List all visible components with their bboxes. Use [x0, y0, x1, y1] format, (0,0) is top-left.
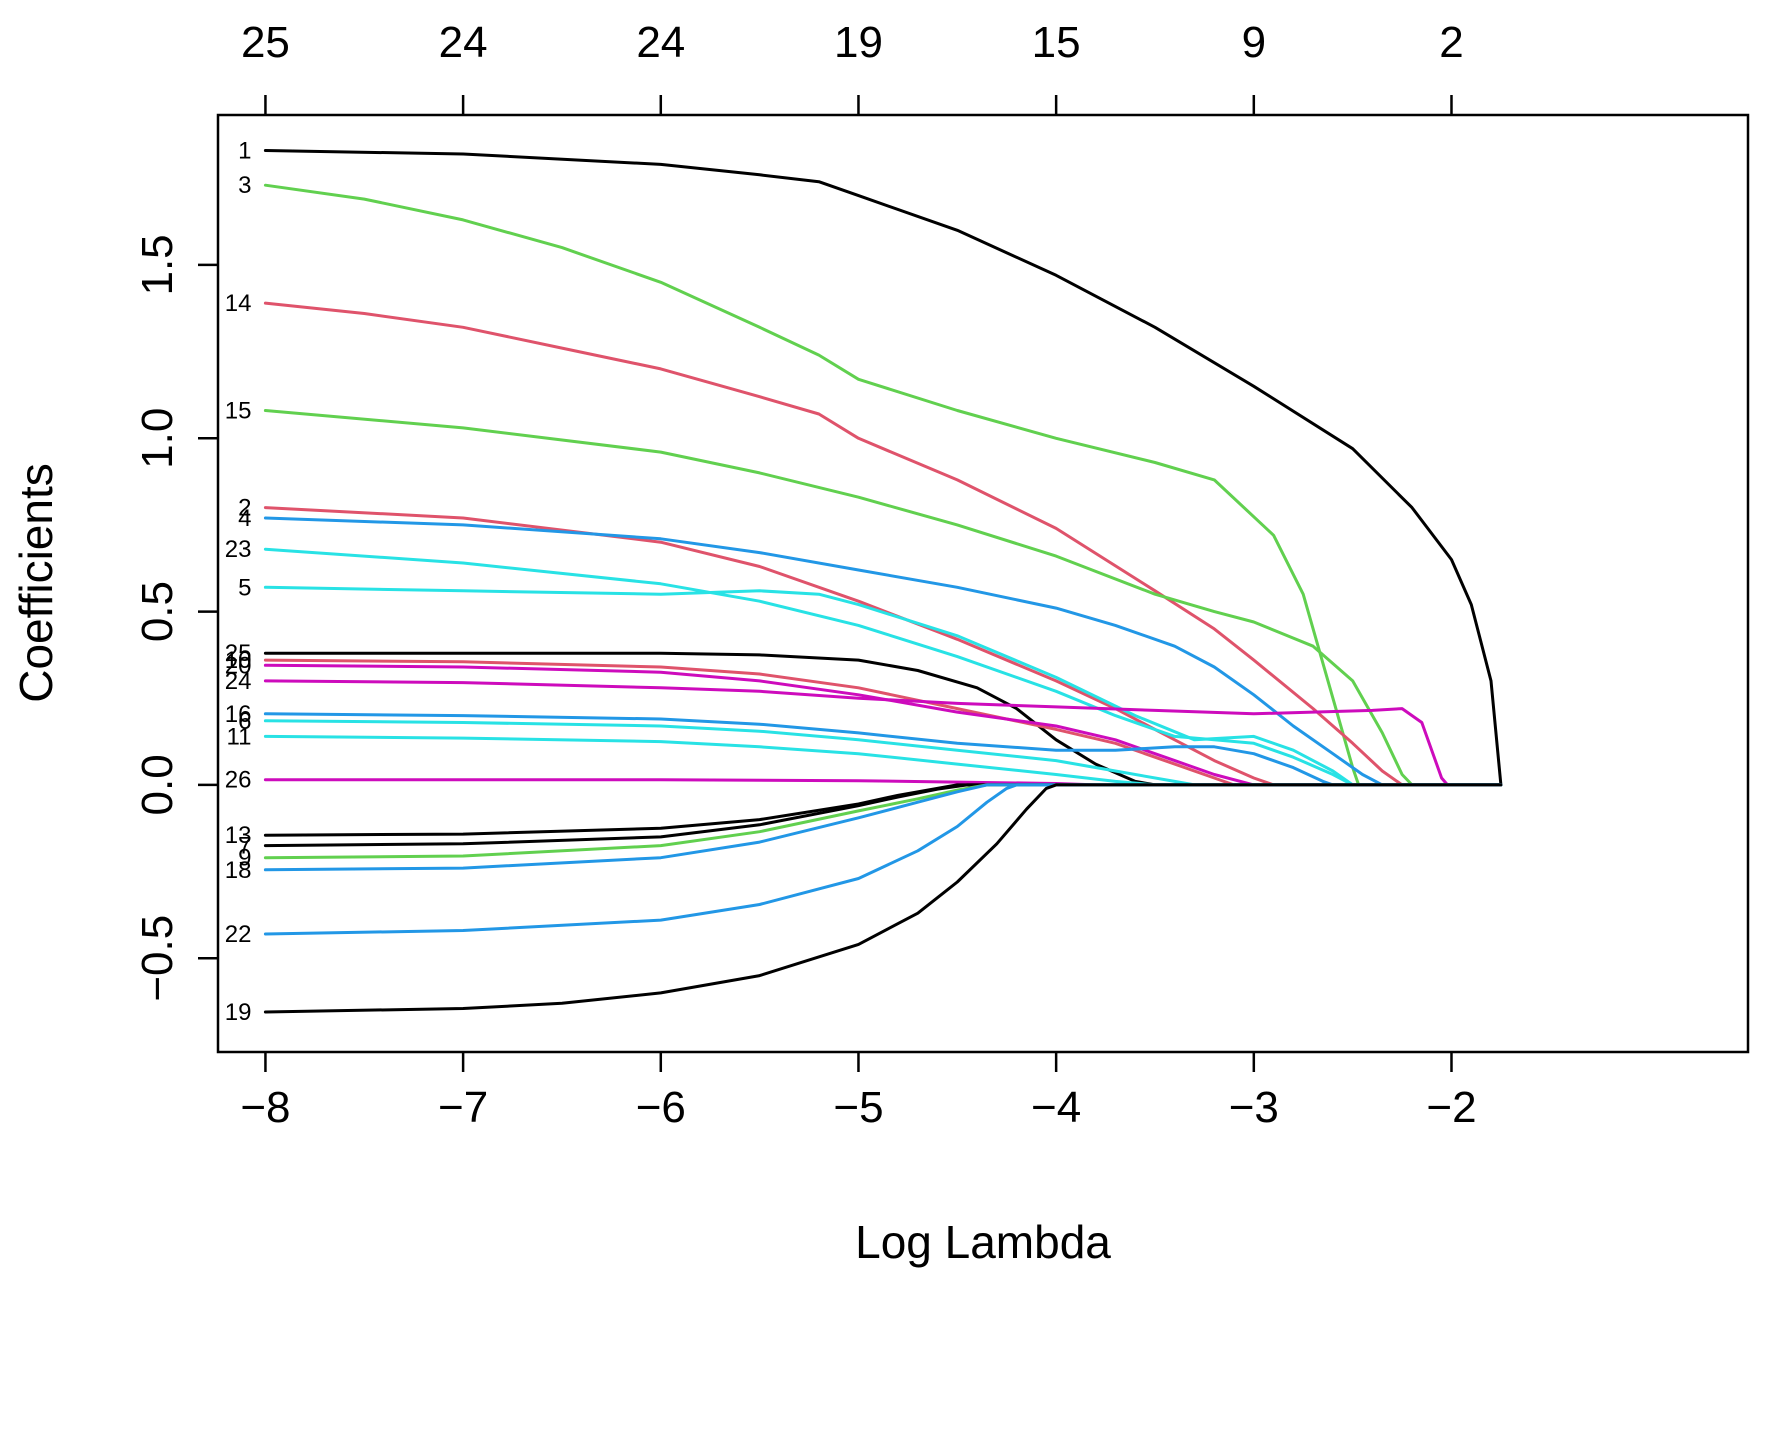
x-tick-label: −3: [1229, 1083, 1279, 1132]
x-tick-label: −6: [636, 1083, 686, 1132]
curve-label-7: 7: [238, 833, 251, 860]
series-path-14: [263, 301, 1503, 787]
curve-label-1: 1: [238, 138, 251, 165]
series-path-3: [263, 183, 1503, 787]
curve-label-3: 3: [238, 172, 251, 199]
curve-label-2: 2: [238, 495, 251, 522]
series-path-20: [263, 663, 1503, 787]
top-axis-count-label: 24: [439, 18, 488, 67]
curve-label-13: 13: [225, 822, 252, 849]
curve-label-25: 25: [225, 640, 252, 667]
top-axis-count-label: 24: [636, 18, 685, 67]
top-axis-count-label: 2: [1439, 18, 1463, 67]
series-path-23: [263, 547, 1503, 787]
y-axis-title: Coefficients: [10, 463, 62, 703]
curve-label-18: 18: [225, 857, 252, 884]
y-tick-label: 0.5: [133, 581, 182, 642]
top-axis-count-label: 15: [1032, 18, 1081, 67]
top-axis-count-label: 9: [1242, 18, 1266, 67]
series-path-2: [263, 506, 1503, 787]
x-tick-label: −2: [1426, 1083, 1476, 1132]
curve-label-14: 14: [225, 290, 252, 317]
bottom-axis: −8 −7 −6 −5 −4 −3 −2: [240, 1052, 1477, 1132]
top-axis: 25 24 24 19 15 9 2: [241, 18, 1464, 115]
series-path-16: [263, 712, 1503, 787]
series-path-9: [263, 783, 1503, 860]
series-path-1: [263, 149, 1503, 787]
y-tick-label: 1.0: [133, 408, 182, 469]
curve-label-4: 4: [238, 505, 251, 532]
series-path-24: [263, 679, 1503, 787]
curve-label-22: 22: [225, 921, 252, 948]
series-path-11: [263, 734, 1503, 787]
series-lines: [263, 149, 1503, 1014]
curve-label-6: 6: [238, 708, 251, 735]
curve-label-11: 11: [227, 723, 252, 750]
curve-label-9: 9: [238, 845, 251, 872]
series-path-6: [263, 719, 1503, 787]
plot-frame: [216, 113, 1750, 1054]
x-tick-label: −5: [833, 1083, 883, 1132]
left-axis: −0.5 0.0 0.5 1.0 1.5: [133, 234, 218, 1002]
x-axis-title: Log Lambda: [855, 1216, 1111, 1268]
series-path-18: [263, 783, 1503, 872]
curve-label-5: 5: [238, 574, 251, 601]
curve-label-15: 15: [225, 398, 252, 425]
y-tick-label: 0.0: [133, 754, 182, 815]
series-path-25: [263, 651, 1503, 787]
curve-label-10: 10: [225, 647, 252, 674]
x-tick-label: −7: [438, 1083, 488, 1132]
top-axis-count-label: 25: [241, 18, 290, 67]
series-path-22: [263, 783, 1503, 936]
x-tick-label: −4: [1031, 1083, 1081, 1132]
series-path-5: [263, 585, 1503, 787]
curve-label-19: 19: [225, 999, 252, 1026]
curve-label-23: 23: [225, 536, 252, 563]
curve-label-26: 26: [225, 767, 252, 794]
series-path-7: [263, 783, 1503, 848]
curve-label-24: 24: [225, 668, 252, 695]
top-axis-count-label: 19: [834, 18, 883, 67]
curve-label-20: 20: [225, 652, 252, 679]
curve-label-16: 16: [225, 701, 252, 728]
series-path-15: [263, 409, 1503, 787]
series-path-4: [263, 516, 1503, 787]
series-path-19: [263, 783, 1503, 1014]
y-tick-label: 1.5: [133, 234, 182, 295]
x-tick-label: −8: [240, 1083, 290, 1132]
y-tick-label: −0.5: [133, 915, 182, 1002]
